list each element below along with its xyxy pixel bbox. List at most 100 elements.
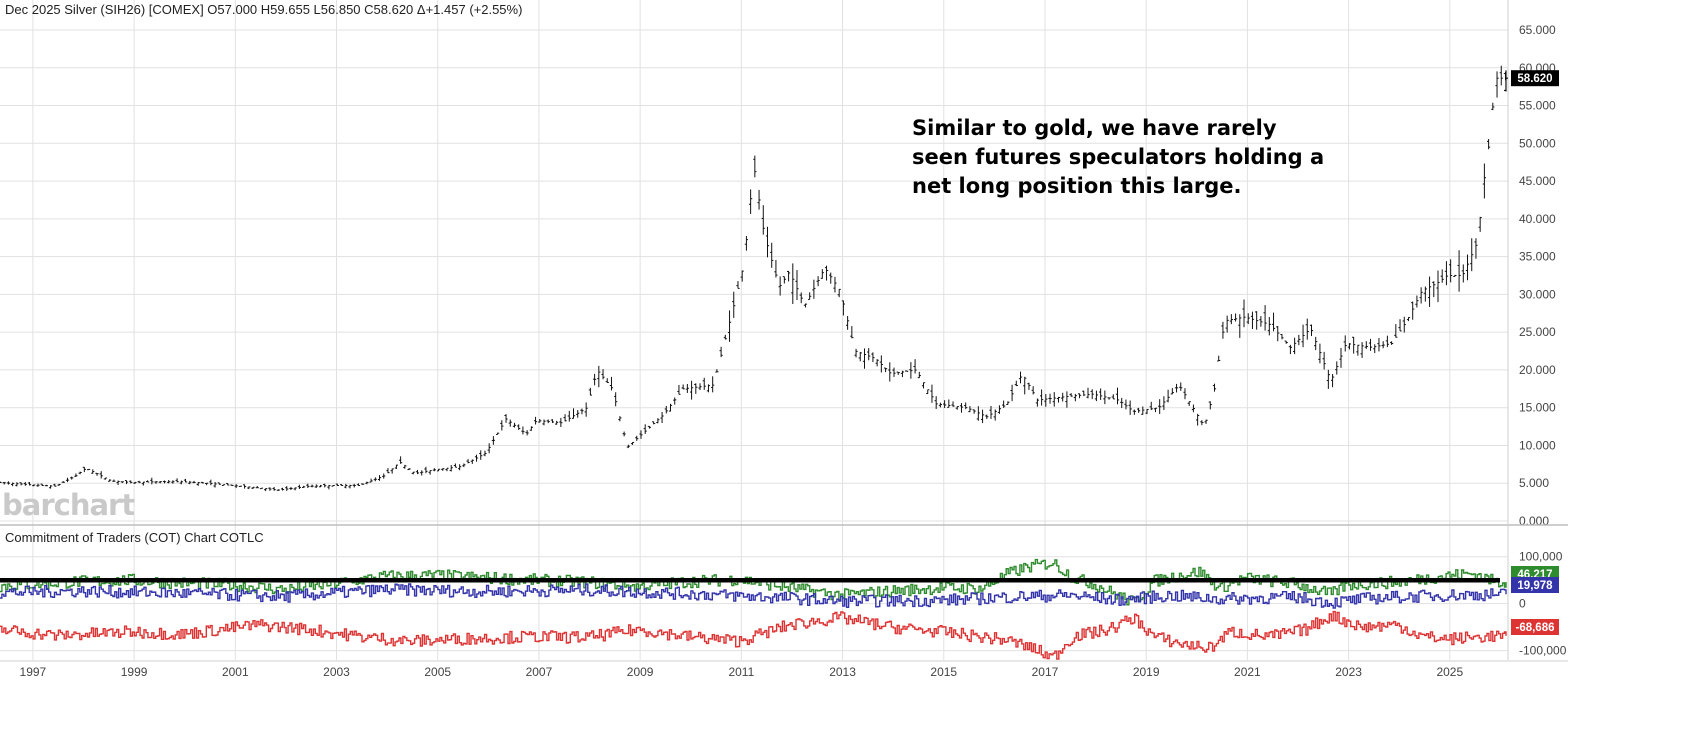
ohlc-bar: [403, 464, 407, 469]
ohlc-bar: [268, 487, 272, 491]
ohlc-bar: [1356, 344, 1360, 356]
ohlc-bar: [103, 477, 108, 480]
ohlc-bar: [1276, 326, 1280, 342]
ohlc-bar: [765, 226, 770, 258]
ohlc-bar: [112, 479, 116, 482]
cot-series-line: [0, 610, 1507, 660]
ohlc-bar: [1196, 413, 1200, 426]
y-tick-label: 45.000: [1519, 174, 1556, 188]
ohlc-bar: [91, 469, 95, 474]
x-tick-label: 2025: [1436, 665, 1463, 679]
ohlc-bar: [622, 431, 626, 437]
ohlc-bar: [230, 484, 234, 487]
ohlc-bar: [314, 484, 318, 488]
ohlc-bar: [778, 276, 782, 296]
ohlc-bar: [816, 276, 820, 287]
ohlc-bar: [976, 406, 980, 421]
ohlc-bar: [900, 370, 905, 378]
ohlc-bar: [719, 346, 723, 358]
ohlc-bar: [1082, 390, 1086, 397]
ohlc-bar: [740, 270, 744, 282]
barchart-logo: barchart: [2, 488, 135, 522]
ohlc-bar: [601, 369, 605, 380]
ohlc-bar: [302, 485, 306, 488]
x-tick-label: 2023: [1335, 665, 1362, 679]
x-tick-label: 2019: [1133, 665, 1160, 679]
ohlc-bar: [209, 479, 213, 486]
ohlc-bar: [938, 402, 942, 408]
x-tick-label: 2011: [728, 665, 754, 679]
x-tick-label: 1999: [121, 665, 148, 679]
ohlc-bar: [95, 472, 99, 476]
ohlc-bar: [1368, 338, 1373, 351]
ohlc-bar: [770, 242, 774, 268]
ohlc-bar: [1010, 384, 1014, 402]
ohlc-bar: [985, 414, 989, 419]
ohlc-bar: [694, 383, 698, 394]
ohlc-bar: [1023, 376, 1027, 395]
ohlc-bar: [167, 479, 171, 484]
ohlc-bar: [592, 373, 597, 386]
ohlc-bar: [1335, 361, 1339, 375]
ohlc-bar: [15, 482, 19, 487]
ohlc-bar: [356, 483, 361, 486]
ohlc-bar: [681, 384, 685, 390]
y-tick-label: 0.000: [1519, 514, 1549, 528]
ohlc-bar: [736, 281, 740, 289]
ohlc-bar: [504, 414, 508, 423]
ohlc-bar: [175, 478, 179, 483]
ohlc-bar: [799, 292, 803, 304]
ohlc-bar: [1052, 392, 1056, 407]
ohlc-bar: [70, 476, 74, 480]
ohlc-bar: [424, 466, 428, 474]
x-tick-label: 2007: [526, 665, 553, 679]
ohlc-bar: [862, 348, 867, 369]
ohlc-bar: [926, 389, 930, 395]
cot-y-tick-label: 100,000: [1519, 550, 1563, 564]
ohlc-bar: [285, 486, 289, 491]
ohlc-bar: [1229, 314, 1233, 325]
ohlc-bar: [609, 376, 614, 391]
ohlc-bar: [445, 467, 449, 472]
ohlc-bar: [757, 189, 761, 210]
ohlc-bar: [361, 483, 365, 485]
ohlc-bar: [394, 464, 398, 470]
ohlc-bar: [1246, 313, 1250, 325]
ohlc-bar: [382, 473, 386, 479]
ohlc-bar: [618, 416, 622, 422]
ohlc-bar: [500, 420, 504, 431]
ohlc-bar: [470, 459, 474, 464]
ohlc-bar: [605, 378, 609, 384]
ohlc-bar: [892, 367, 896, 377]
ohlc-bar: [525, 430, 529, 436]
ohlc-bar: [226, 483, 230, 486]
cot-value-label: -68,686: [1515, 622, 1554, 634]
chart-canvas[interactable]: 1997 1999 2001 2003 2005 2007 2009 2011 2013 2015…: [0, 0, 1568, 682]
ohlc-bar: [23, 481, 27, 486]
ohlc-bar: [327, 484, 331, 490]
ohlc-bar: [896, 371, 900, 375]
ohlc-bar: [917, 371, 921, 379]
ohlc-bar: [1322, 351, 1326, 370]
ohlc-bar: [854, 348, 858, 358]
ohlc-bar: [597, 365, 601, 388]
x-tick-label: 2001: [222, 665, 249, 679]
ohlc-bar: [673, 397, 677, 405]
ohlc-bar: [1103, 390, 1107, 405]
ohlc-bar: [86, 468, 91, 471]
ohlc-bar: [571, 408, 576, 419]
ohlc-bar: [1398, 319, 1402, 332]
ohlc-bar: [529, 426, 533, 431]
y-tick-label: 5.000: [1519, 476, 1549, 490]
ohlc-bar: [512, 422, 517, 428]
ohlc-bar: [1377, 338, 1381, 352]
ohlc-bar: [234, 484, 238, 489]
ohlc-bar: [116, 480, 120, 486]
ohlc-bar: [614, 392, 618, 407]
ohlc-bar: [1457, 250, 1461, 292]
ohlc-bar: [580, 408, 584, 415]
ohlc-bar: [1044, 394, 1048, 407]
x-tick-label: 1997: [20, 665, 47, 679]
ohlc-bar: [242, 484, 247, 489]
ohlc-bar: [1301, 324, 1305, 348]
